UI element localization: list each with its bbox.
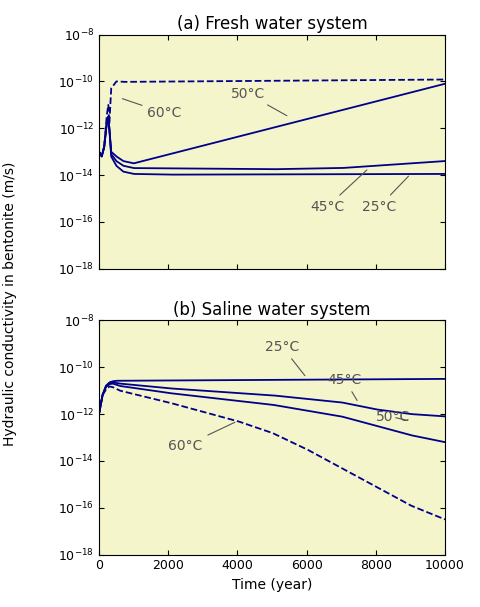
X-axis label: Time (year): Time (year): [232, 578, 312, 592]
Text: 45°C: 45°C: [310, 170, 367, 214]
Text: 25°C: 25°C: [265, 340, 305, 376]
Text: Hydraulic conductivity in bentonite (m/s): Hydraulic conductivity in bentonite (m/s…: [2, 161, 17, 446]
Text: 60°C: 60°C: [168, 422, 235, 453]
Text: 50°C: 50°C: [230, 87, 287, 116]
Text: 45°C: 45°C: [327, 373, 361, 401]
Title: (b) Saline water system: (b) Saline water system: [173, 301, 371, 319]
Text: 25°C: 25°C: [362, 176, 408, 214]
Text: 60°C: 60°C: [122, 99, 182, 120]
Title: (a) Fresh water system: (a) Fresh water system: [177, 15, 367, 33]
Text: 50°C: 50°C: [376, 410, 410, 424]
